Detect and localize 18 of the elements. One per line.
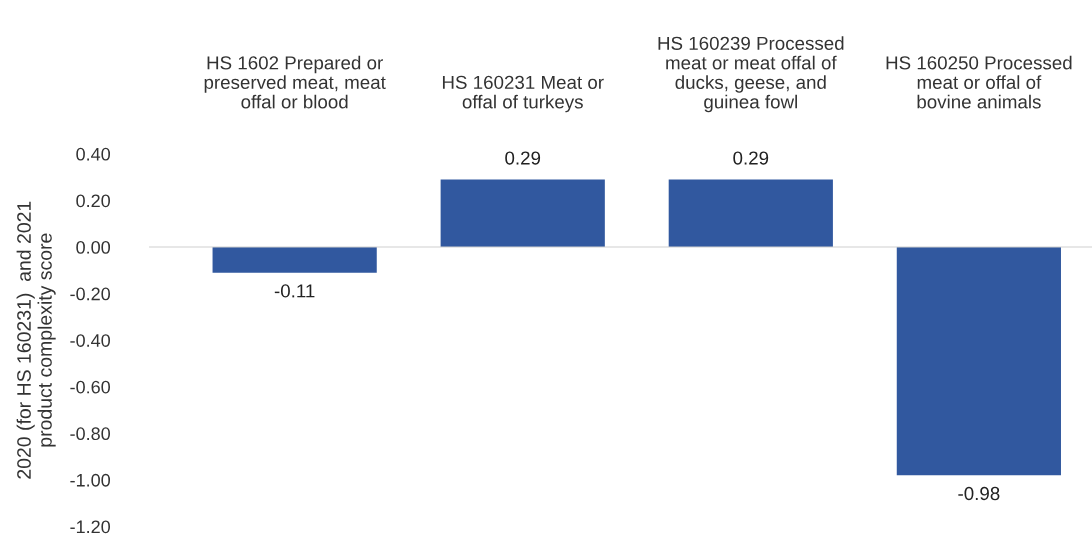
x-tick-label: HS 160239 Processed meat or meat offal of ducks, geese, and guinea fowl xyxy=(658,36,844,113)
y-tick-label: -0.60 xyxy=(70,380,111,394)
x-tick-label: HS 160231 Meat or offal of turkeys xyxy=(442,75,604,113)
y-tick-label: -1.20 xyxy=(70,520,111,534)
y-tick-label: -0.40 xyxy=(70,334,111,347)
y-tick-label: -1.00 xyxy=(70,473,111,487)
data-label: 0.29 xyxy=(505,151,541,165)
y-tick-label: 0.20 xyxy=(76,194,111,208)
y-tick-label: -0.20 xyxy=(70,287,111,301)
data-label: -0.98 xyxy=(958,486,1000,501)
y-tick-label: 0.00 xyxy=(76,240,111,254)
y-tick-label: -0.80 xyxy=(70,427,111,441)
data-label: 0.29 xyxy=(733,151,769,165)
y-axis-title: 2020 (for HS 160231) and 2021 product complexity score xyxy=(16,201,56,479)
data-label: -0.11 xyxy=(274,284,315,298)
y-tick-label: 0.40 xyxy=(76,147,111,161)
x-tick-label: HS 160250 Processed meat or offal of bovine animals xyxy=(886,55,1072,109)
x-tick-label: HS 1602 Prepared or preserved meat, meat offal or blood xyxy=(204,55,386,109)
